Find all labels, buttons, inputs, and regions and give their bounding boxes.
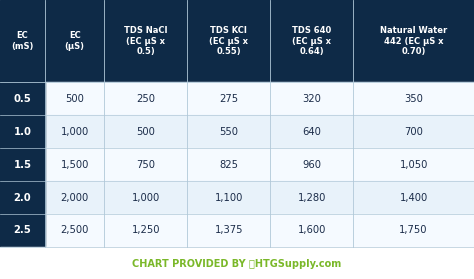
Text: 825: 825 bbox=[219, 160, 238, 170]
Text: 750: 750 bbox=[136, 160, 155, 170]
Text: CHART PROVIDED BY ⓘHTGSupply.com: CHART PROVIDED BY ⓘHTGSupply.com bbox=[132, 259, 342, 269]
Bar bbox=[0, 148, 45, 181]
Text: 350: 350 bbox=[404, 94, 423, 104]
Bar bbox=[0, 0, 474, 82]
Text: 1.5: 1.5 bbox=[14, 160, 31, 170]
Bar bbox=[0, 247, 474, 279]
Text: 550: 550 bbox=[219, 127, 238, 137]
Text: 700: 700 bbox=[404, 127, 423, 137]
Text: 1,000: 1,000 bbox=[132, 193, 160, 203]
Text: 1,280: 1,280 bbox=[298, 193, 326, 203]
Bar bbox=[0, 115, 45, 148]
Text: 1,750: 1,750 bbox=[399, 225, 428, 235]
Text: 1,500: 1,500 bbox=[61, 160, 89, 170]
Text: 2.0: 2.0 bbox=[14, 193, 31, 203]
Bar bbox=[0, 82, 45, 115]
Text: 1,050: 1,050 bbox=[400, 160, 428, 170]
Text: 500: 500 bbox=[137, 127, 155, 137]
Text: 250: 250 bbox=[136, 94, 155, 104]
Bar bbox=[0, 214, 45, 247]
Text: 960: 960 bbox=[302, 160, 321, 170]
Text: 275: 275 bbox=[219, 94, 238, 104]
Text: TDS 640
(EC μS x
0.64): TDS 640 (EC μS x 0.64) bbox=[292, 26, 331, 56]
Text: TDS NaCl
(EC μS x
0.5): TDS NaCl (EC μS x 0.5) bbox=[124, 26, 167, 56]
Text: 1,375: 1,375 bbox=[214, 225, 243, 235]
Text: 1.0: 1.0 bbox=[14, 127, 31, 137]
Text: 2.5: 2.5 bbox=[14, 225, 31, 235]
Text: 640: 640 bbox=[302, 127, 321, 137]
Text: 2,500: 2,500 bbox=[61, 225, 89, 235]
Bar bbox=[0, 181, 45, 214]
Text: 500: 500 bbox=[65, 94, 84, 104]
Text: 1,250: 1,250 bbox=[131, 225, 160, 235]
Text: 1,600: 1,600 bbox=[298, 225, 326, 235]
Text: Natural Water
442 (EC μS x
0.70): Natural Water 442 (EC μS x 0.70) bbox=[380, 26, 447, 56]
Text: 1,400: 1,400 bbox=[400, 193, 428, 203]
Text: TDS KCl
(EC μS x
0.55): TDS KCl (EC μS x 0.55) bbox=[209, 26, 248, 56]
Text: 2,000: 2,000 bbox=[61, 193, 89, 203]
Bar bbox=[45, 115, 474, 148]
Bar bbox=[45, 148, 474, 181]
Bar bbox=[45, 82, 474, 115]
Bar bbox=[45, 181, 474, 214]
Text: 1,100: 1,100 bbox=[215, 193, 243, 203]
Text: EC
(mS): EC (mS) bbox=[11, 31, 34, 51]
Text: 1,000: 1,000 bbox=[61, 127, 89, 137]
Text: 320: 320 bbox=[302, 94, 321, 104]
Text: EC
(μS): EC (μS) bbox=[64, 31, 85, 51]
Bar bbox=[45, 214, 474, 247]
Text: 0.5: 0.5 bbox=[14, 94, 31, 104]
